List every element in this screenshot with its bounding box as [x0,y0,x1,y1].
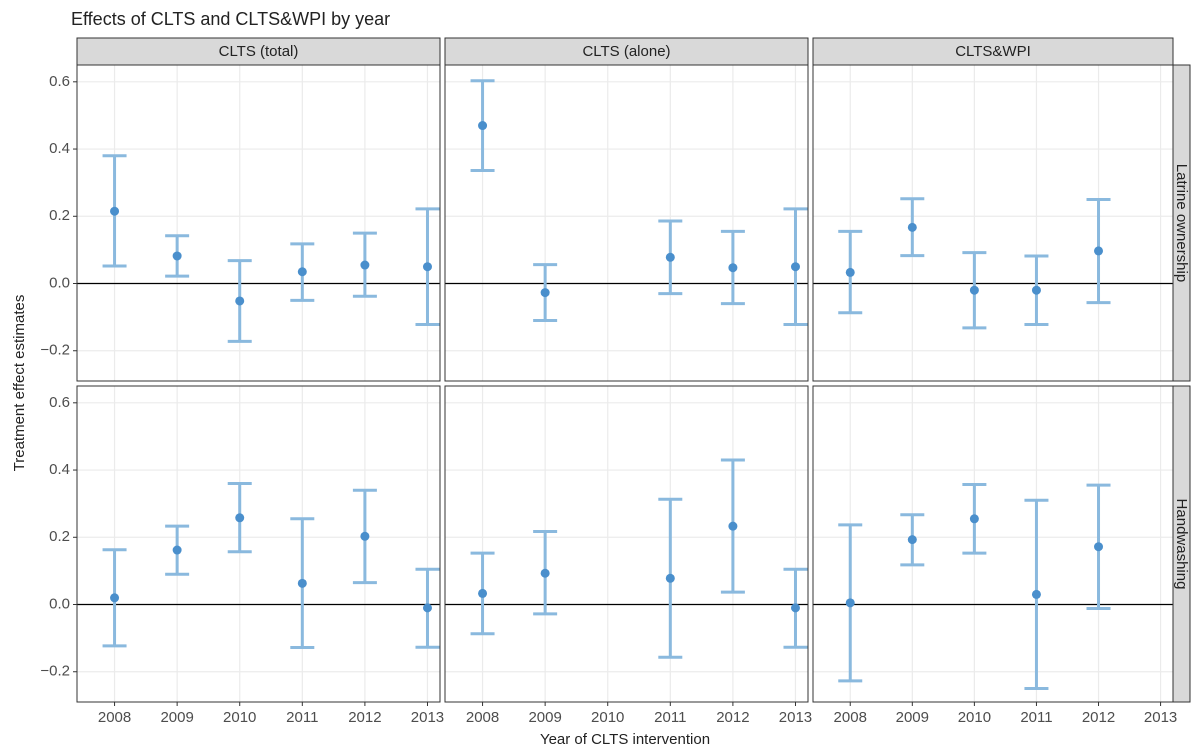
x-tick-label: 2008 [466,709,499,726]
x-axis-title: Year of CLTS intervention [540,731,710,748]
point [907,222,917,232]
x-tick-label: 2008 [834,709,867,726]
y-tick-label: 0.6 [49,73,70,90]
panel-background [813,386,1173,702]
x-tick-label: 2012 [716,709,749,726]
panel-border [444,385,809,703]
x-tick-label: 2010 [958,709,991,726]
point [110,593,120,603]
strip-label: Latrine ownership [1173,164,1190,282]
x-tick-label: 2011 [286,709,318,726]
panel-background [77,386,440,702]
y-tick-label: 0.0 [49,274,70,291]
point [845,267,855,277]
point [728,521,738,531]
x-tick-label: 2010 [591,709,624,726]
x-tick-label: 2010 [223,709,256,726]
point [360,531,370,541]
point [235,513,245,523]
point [110,206,120,216]
panel-background [445,65,808,381]
point [172,251,182,261]
strip [76,37,441,66]
panel-background [77,65,440,381]
panel-border [76,385,441,703]
y-tick-label: 0.4 [49,461,70,478]
y-tick-label: 0.6 [49,394,70,411]
point [969,514,979,524]
x-tick-label: 2011 [1020,709,1052,726]
chart-title: Effects of CLTS and CLTS&WPI by year [71,9,390,29]
x-tick-label: 2012 [1082,709,1115,726]
y-tick-label: 0.4 [49,140,70,157]
point [1031,285,1041,295]
point [1094,542,1104,552]
panel-border [812,385,1174,703]
x-tick-label: 2009 [528,709,561,726]
x-tick-label: 2013 [1144,709,1177,726]
point [297,267,307,277]
panel-border [444,64,809,382]
x-tick-label: 2012 [348,709,381,726]
point [478,121,488,131]
point [728,263,738,273]
y-axis-title: Treatment effect estimates [11,295,28,472]
point [540,568,550,578]
x-tick-label: 2013 [779,709,812,726]
strip [444,37,809,66]
panel-background [813,65,1173,381]
point [297,578,307,588]
panel-border [812,64,1174,382]
x-tick-label: 2009 [160,709,193,726]
point [790,262,800,272]
point [665,252,675,262]
point [790,603,800,613]
strip [812,37,1174,66]
x-tick-label: 2013 [411,709,444,726]
panel-border [76,64,441,382]
strip-label: CLTS (total) [219,43,299,60]
y-tick-label: −0.2 [40,342,70,359]
point [422,603,432,613]
point [478,588,488,598]
point [969,285,979,295]
point [172,545,182,555]
y-tick-label: 0.2 [49,207,70,224]
point [907,535,917,545]
point [235,296,245,306]
panel-background [445,386,808,702]
point [845,598,855,608]
point [360,260,370,270]
point [665,573,675,583]
x-tick-label: 2008 [98,709,131,726]
y-tick-label: 0.2 [49,528,70,545]
y-tick-label: 0.0 [49,595,70,612]
strip-label: CLTS (alone) [582,43,670,60]
point [1094,246,1104,256]
strip-label: Handwashing [1173,499,1190,590]
point [540,288,550,298]
x-tick-label: 2009 [896,709,929,726]
strip-label: CLTS&WPI [955,43,1031,60]
y-tick-label: −0.2 [40,663,70,680]
point [1031,589,1041,599]
point [422,262,432,272]
x-tick-label: 2011 [654,709,686,726]
